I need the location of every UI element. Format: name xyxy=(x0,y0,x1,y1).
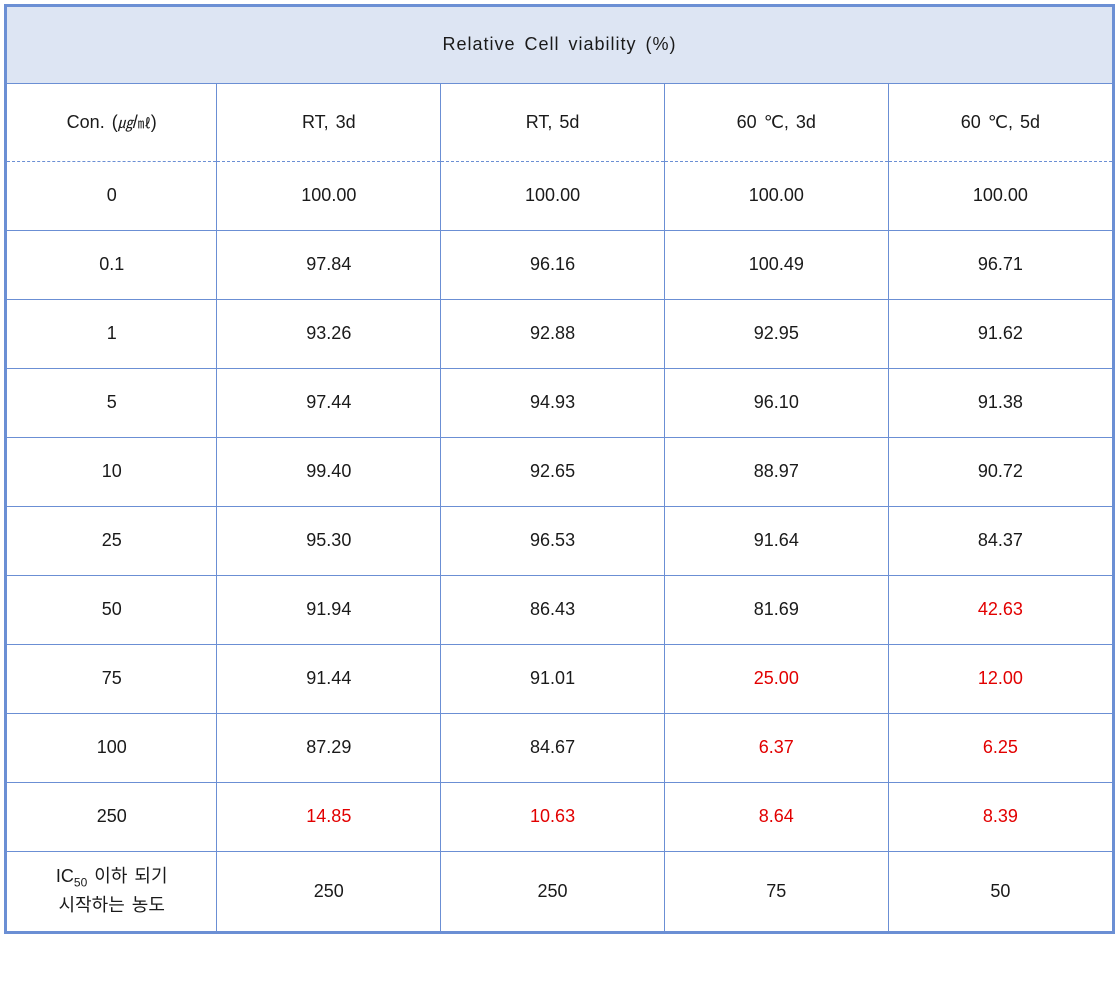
footer-value: 250 xyxy=(441,851,665,931)
header-col-3: 60 ℃, 3d xyxy=(664,83,888,161)
cell-value: 100.00 xyxy=(888,161,1112,230)
footer-value: 250 xyxy=(217,851,441,931)
cell-value: 92.65 xyxy=(441,437,665,506)
table-row: 193.2692.8892.9591.62 xyxy=(7,299,1112,368)
cell-value: 95.30 xyxy=(217,506,441,575)
table-row: 1099.4092.6588.9790.72 xyxy=(7,437,1112,506)
cell-value: 92.95 xyxy=(664,299,888,368)
cell-value: 8.39 xyxy=(888,782,1112,851)
cell-value: 97.84 xyxy=(217,230,441,299)
cell-value: 100.49 xyxy=(664,230,888,299)
cell-value: 6.25 xyxy=(888,713,1112,782)
table-row: 2595.3096.5391.6484.37 xyxy=(7,506,1112,575)
cell-value: 96.53 xyxy=(441,506,665,575)
cell-value: 100.00 xyxy=(217,161,441,230)
cell-value: 8.64 xyxy=(664,782,888,851)
viability-table: Relative Cell viability (%) Con. (㎍/㎖) R… xyxy=(7,7,1112,931)
cell-value: 91.94 xyxy=(217,575,441,644)
cell-value: 81.69 xyxy=(664,575,888,644)
table-row: 0100.00100.00100.00100.00 xyxy=(7,161,1112,230)
header-col-2: RT, 5d xyxy=(441,83,665,161)
header-con-unit1: ㎍ xyxy=(118,115,133,132)
cell-value: 93.26 xyxy=(217,299,441,368)
cell-value: 87.29 xyxy=(217,713,441,782)
cell-value: 25.00 xyxy=(664,644,888,713)
header-concentration: Con. (㎍/㎖) xyxy=(7,83,217,161)
header-con-suffix: ) xyxy=(151,112,157,132)
table-body: 0100.00100.00100.00100.000.197.8496.1610… xyxy=(7,161,1112,931)
footer-label: IC50 이하 되기시작하는 농도 xyxy=(7,851,217,931)
cell-value: 6.37 xyxy=(664,713,888,782)
cell-value: 99.40 xyxy=(217,437,441,506)
cell-value: 96.16 xyxy=(441,230,665,299)
cell-value: 91.44 xyxy=(217,644,441,713)
cell-value: 12.00 xyxy=(888,644,1112,713)
cell-concentration: 250 xyxy=(7,782,217,851)
table-title: Relative Cell viability (%) xyxy=(7,7,1112,83)
cell-value: 91.64 xyxy=(664,506,888,575)
cell-value: 42.63 xyxy=(888,575,1112,644)
cell-concentration: 0.1 xyxy=(7,230,217,299)
table-row: 597.4494.9396.1091.38 xyxy=(7,368,1112,437)
cell-value: 91.01 xyxy=(441,644,665,713)
footer-value: 75 xyxy=(664,851,888,931)
cell-value: 100.00 xyxy=(441,161,665,230)
cell-value: 91.62 xyxy=(888,299,1112,368)
cell-concentration: 0 xyxy=(7,161,217,230)
table-wrapper: Relative Cell viability (%) Con. (㎍/㎖) R… xyxy=(4,4,1115,934)
header-con-unit2: ㎖ xyxy=(138,116,151,131)
cell-value: 90.72 xyxy=(888,437,1112,506)
cell-value: 88.97 xyxy=(664,437,888,506)
table-row: 0.197.8496.16100.4996.71 xyxy=(7,230,1112,299)
cell-value: 14.85 xyxy=(217,782,441,851)
cell-value: 84.67 xyxy=(441,713,665,782)
cell-value: 10.63 xyxy=(441,782,665,851)
header-row: Con. (㎍/㎖) RT, 3d RT, 5d 60 ℃, 3d 60 ℃, … xyxy=(7,83,1112,161)
table-row: 25014.8510.638.648.39 xyxy=(7,782,1112,851)
header-col-4: 60 ℃, 5d xyxy=(888,83,1112,161)
table-row: 5091.9486.4381.6942.63 xyxy=(7,575,1112,644)
header-con-prefix: Con. ( xyxy=(67,112,118,132)
cell-value: 96.10 xyxy=(664,368,888,437)
table-row: 7591.4491.0125.0012.00 xyxy=(7,644,1112,713)
cell-concentration: 25 xyxy=(7,506,217,575)
cell-value: 91.38 xyxy=(888,368,1112,437)
title-row: Relative Cell viability (%) xyxy=(7,7,1112,83)
footer-value: 50 xyxy=(888,851,1112,931)
cell-concentration: 75 xyxy=(7,644,217,713)
footer-row: IC50 이하 되기시작하는 농도2502507550 xyxy=(7,851,1112,931)
table-row: 10087.2984.676.376.25 xyxy=(7,713,1112,782)
cell-value: 94.93 xyxy=(441,368,665,437)
cell-concentration: 10 xyxy=(7,437,217,506)
cell-value: 86.43 xyxy=(441,575,665,644)
header-col-1: RT, 3d xyxy=(217,83,441,161)
cell-concentration: 100 xyxy=(7,713,217,782)
cell-value: 96.71 xyxy=(888,230,1112,299)
cell-value: 97.44 xyxy=(217,368,441,437)
cell-value: 84.37 xyxy=(888,506,1112,575)
cell-concentration: 5 xyxy=(7,368,217,437)
cell-concentration: 1 xyxy=(7,299,217,368)
cell-value: 100.00 xyxy=(664,161,888,230)
cell-concentration: 50 xyxy=(7,575,217,644)
cell-value: 92.88 xyxy=(441,299,665,368)
